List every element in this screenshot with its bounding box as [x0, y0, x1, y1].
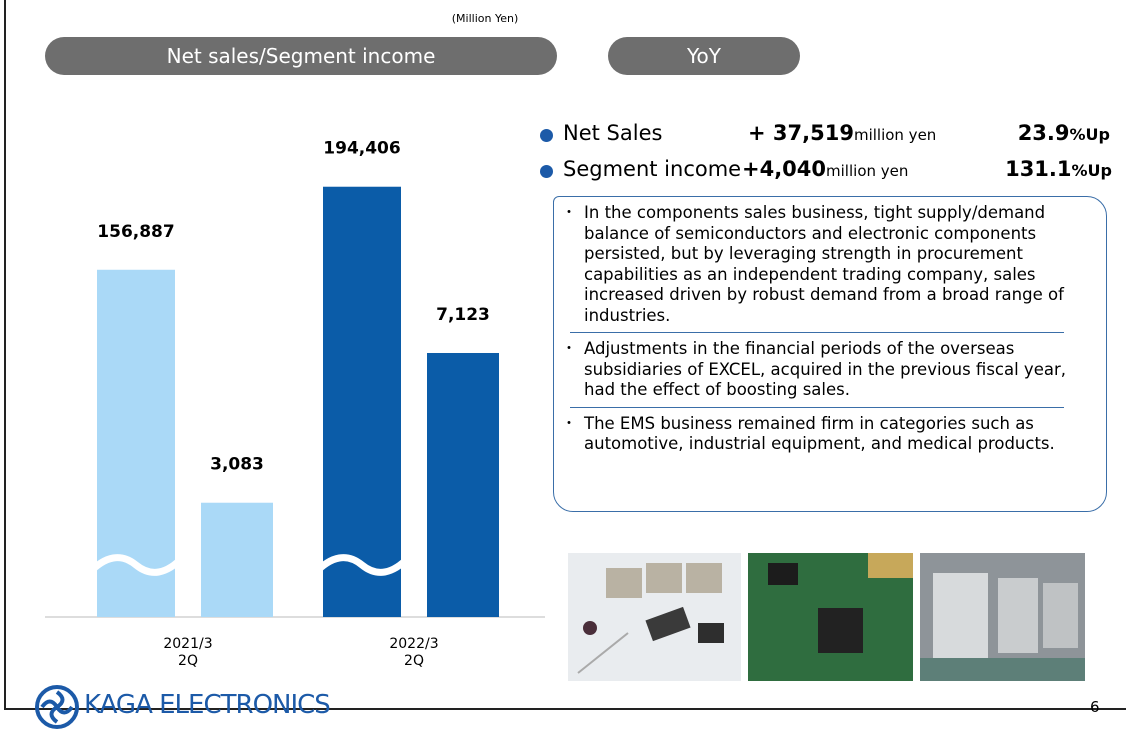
photo-detail [646, 563, 682, 593]
bullet-dot [540, 165, 553, 178]
page-number: 6 [1090, 698, 1100, 716]
photo-detail [645, 606, 691, 642]
photo-detail [1043, 583, 1078, 648]
photo-detail [686, 563, 722, 593]
photo-detail [920, 658, 1085, 681]
yoy-pct-row: 23.9%Up [1018, 121, 1110, 145]
note: Adjustments in the financial periods of … [562, 339, 1094, 401]
note: In the components sales business, tight … [562, 203, 1094, 326]
note: The EMS business remained firm in catego… [562, 414, 1094, 455]
left-border [4, 0, 6, 710]
x-tick-label: 2021/3 2Q [163, 636, 213, 669]
notes-box [553, 196, 1107, 512]
yoy-unit: million yen [826, 162, 909, 180]
axis-break [312, 554, 412, 576]
photo-detail [933, 573, 988, 663]
photos [568, 553, 1085, 681]
yoy-label: Segment income [563, 157, 742, 181]
photo-detail [868, 553, 913, 578]
axis-break [86, 554, 186, 576]
yoy-amount-row: +4,040million yen [742, 157, 908, 181]
photo-detail [768, 563, 798, 585]
yoy-amount: + 37,519 [748, 121, 854, 145]
logo-icon [35, 685, 79, 729]
note-separator [570, 332, 1064, 333]
bar [427, 352, 499, 617]
bar [201, 502, 273, 617]
x-tick-label: 2022/3 2Q [389, 636, 439, 669]
value-label: 3,083 [210, 455, 264, 475]
notes: In the components sales business, tight … [562, 203, 1094, 455]
value-label: 7,123 [436, 305, 490, 325]
photo-detail [606, 568, 642, 598]
yoy-pct: 131.1 [1005, 157, 1072, 181]
chart: 156,887 3,083 194,406 7,123 [45, 139, 545, 618]
chart-title: Net sales/Segment income [45, 37, 557, 75]
logo-text: KAGA ELECTRONICS [84, 690, 331, 720]
yoy-pct-row: 131.1%Up [1005, 157, 1112, 181]
value-label: 194,406 [323, 139, 400, 159]
unit-note: (Million Yen) [451, 12, 519, 25]
photo-detail [998, 578, 1038, 653]
photo-detail [698, 623, 724, 643]
yoy-amount: +4,040 [742, 157, 827, 181]
photo-detail [818, 608, 863, 653]
yoy-pct-suffix: %Up [1069, 125, 1110, 144]
yoy-pct: 23.9 [1017, 121, 1070, 145]
photo-detail [577, 632, 629, 674]
yoy-pct-suffix: %Up [1071, 161, 1112, 180]
yoy-title: YoY [608, 37, 800, 75]
photo-detail [583, 621, 597, 635]
yoy-label: Net Sales [563, 121, 663, 145]
value-label: 156,887 [97, 222, 174, 242]
yoy-amount-row: + 37,519million yen [748, 121, 936, 145]
yoy-unit: million yen [853, 126, 937, 144]
bullet-dot [540, 129, 553, 142]
bottom-border [4, 708, 1126, 710]
bar [323, 186, 401, 618]
note-separator [570, 406, 1064, 408]
